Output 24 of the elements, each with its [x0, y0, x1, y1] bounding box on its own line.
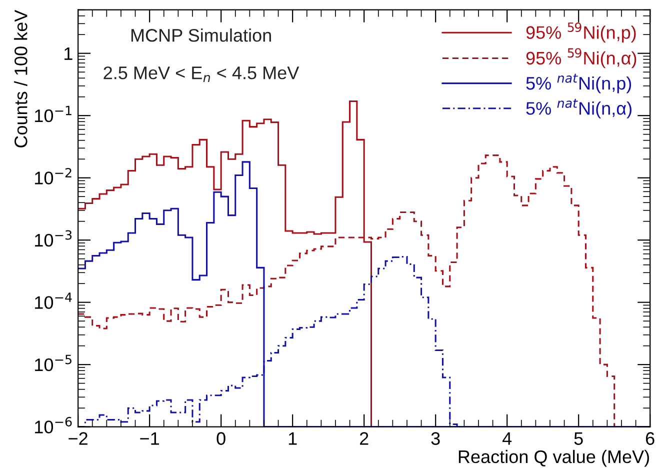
y-tick-label: 10$^{−1}$ — [35, 106, 72, 122]
x-tick-label: −2 — [68, 432, 88, 445]
y-tick-label: 10$^{−6}$ — [35, 416, 72, 434]
legend-label: 95% $^{59}$Ni(n,α) — [526, 48, 636, 68]
x-tick-label: −1 — [140, 432, 159, 445]
y-tick-label: 10$^{−3}$ — [35, 230, 72, 247]
y-tick-label: 10$^{−5}$ — [35, 354, 72, 372]
y-tick-label: 1 — [64, 47, 72, 60]
x-tick-label: 5 — [574, 432, 583, 445]
annotation: 2.5 MeV < E$_{n}$ < 4.5 MeV — [104, 66, 300, 82]
x-tick-label: 6 — [646, 432, 654, 445]
legend-label: 5% $^{nat}$Ni(n,p) — [526, 74, 632, 94]
annotation: MCNP Simulation — [131, 28, 271, 42]
y-axis-title: Counts / 100 keV — [14, 10, 28, 148]
y-tick-label: 10$^{−2}$ — [35, 168, 72, 184]
x-tick-label: 2 — [360, 432, 368, 445]
x-tick-label: 0 — [216, 432, 226, 445]
legend-label: 95% $^{59}$Ni(n,p) — [526, 22, 636, 43]
x-axis-title: Reaction Q value (MeV) — [458, 450, 649, 467]
x-tick-label: 1 — [288, 432, 297, 445]
legend-label: 5% $^{nat}$Ni(n,α) — [526, 98, 632, 118]
y-tick-label: 10$^{−4}$ — [35, 292, 72, 309]
x-tick-label: 3 — [431, 432, 440, 445]
x-tick-label: 4 — [502, 432, 512, 445]
